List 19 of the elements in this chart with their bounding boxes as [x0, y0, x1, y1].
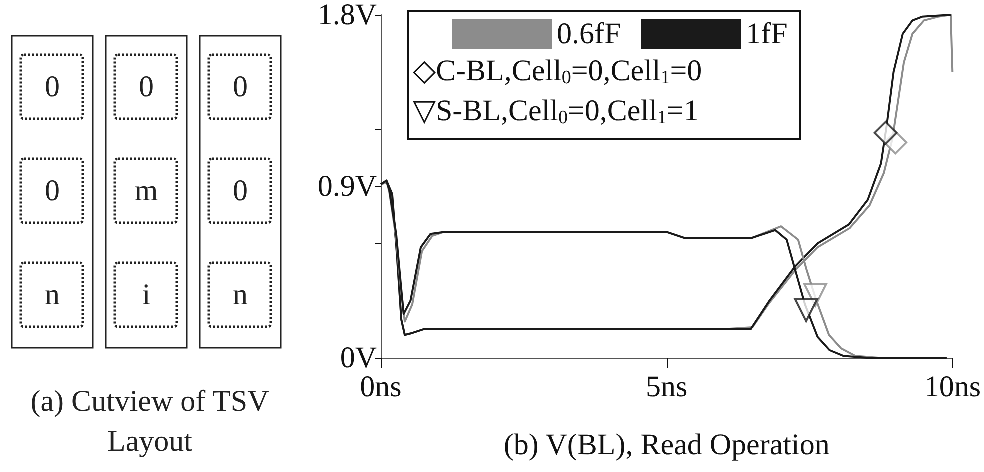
legend-label: 0.6fF [557, 18, 622, 50]
y-tick-label: 1.8V [318, 0, 378, 32]
text: n [45, 278, 60, 312]
text: 0 [45, 174, 60, 208]
point [874, 121, 898, 146]
text: 0 [233, 70, 248, 104]
text: m [134, 174, 158, 208]
legend-label: 1fF [746, 18, 788, 50]
y-tick-label: 0.9V [318, 170, 378, 203]
text: 0 [45, 70, 60, 104]
text: 0 [139, 70, 154, 104]
x-tick-label: 5ns [646, 370, 688, 404]
text: (a) Cutview of TSV Layout [30, 384, 270, 460]
x-axis-title: (b) V(BL), Read Operation [504, 428, 830, 462]
point [794, 298, 818, 322]
x-tick-label: 10ns [924, 370, 982, 404]
text: i [142, 278, 151, 312]
text: 0 [233, 174, 248, 208]
text: n [233, 278, 248, 312]
